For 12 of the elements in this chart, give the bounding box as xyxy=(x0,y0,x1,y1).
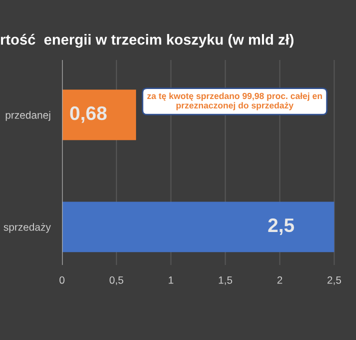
chart-title: rtość energii w trzecim koszyku (w mld zł) xyxy=(0,34,294,48)
y-tick-label: sprzedaży xyxy=(4,223,51,233)
y-tick-label: przedanej xyxy=(6,111,50,121)
x-tick-label: 1 xyxy=(168,276,174,284)
data-label: 0,68 xyxy=(70,106,107,123)
x-tick-label: 0,5 xyxy=(110,276,124,285)
x-tick-label: 2 xyxy=(277,276,282,284)
x-tick-label: 2,5 xyxy=(328,276,342,285)
x-tick-label: 1,5 xyxy=(218,276,232,285)
annotation: za tę kwotę sprzedano 99,98 proc. całej en przeznaczonej do sprzedaży xyxy=(147,92,322,110)
data-label: 2,5 xyxy=(268,218,294,235)
x-tick-label: 0 xyxy=(60,276,64,284)
